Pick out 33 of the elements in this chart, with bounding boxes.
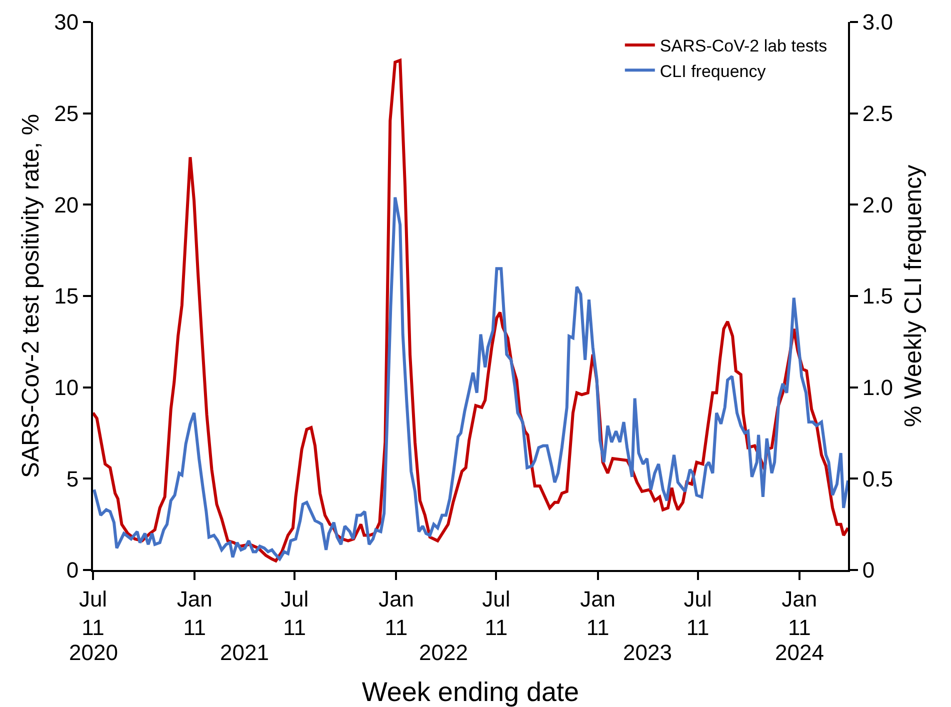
x-axis-title: Week ending date <box>362 677 580 707</box>
x-tick-label: Jan 11 <box>782 586 818 640</box>
x2-tick-label: 2021 <box>220 640 269 665</box>
y-axis-title: SARS-Cov-2 test positivity rate, % <box>18 114 45 478</box>
x-tick-label: Jul 11 <box>280 586 309 640</box>
x-tick-label: Jul 11 <box>684 586 712 640</box>
y-tick-label: 10 <box>54 375 79 400</box>
y2-tick-label: 1.0 <box>862 375 893 400</box>
x-tick-label: Jan 11 <box>580 586 616 640</box>
x2-tick-label: 2020 <box>69 640 118 665</box>
y-tick-label: 20 <box>54 192 79 218</box>
y-tick-label: 30 <box>54 10 79 35</box>
y2-tick-label: 0.5 <box>862 466 893 492</box>
x-tick-label: Jan 11 <box>176 586 212 640</box>
y2-tick-label: 2.0 <box>862 192 893 218</box>
y-tick-label: 25 <box>54 101 79 126</box>
y2-tick-label: 1.5 <box>862 284 893 309</box>
y2-tick-label: 0 <box>862 558 875 583</box>
x2-tick-label: 2022 <box>419 640 468 665</box>
y-tick-label: 0 <box>66 558 79 583</box>
x2-tick-label: 2024 <box>775 640 824 665</box>
legend-label: SARS-CoV-2 lab tests <box>660 36 828 56</box>
line-series <box>93 196 848 561</box>
y2-tick-label: 3.0 <box>862 10 893 35</box>
y2-tick-label: 2.5 <box>862 101 893 126</box>
x-tick-label: Jul 11 <box>78 586 108 640</box>
x2-tick-label: 2023 <box>623 640 672 665</box>
x-tick-label: Jul 11 <box>482 586 510 640</box>
y2-axis-title: % Weekly CLI frequency <box>900 164 927 428</box>
x-tick-label: Jan 11 <box>378 586 414 640</box>
y-tick-label: 5 <box>66 466 79 492</box>
legend-label: CLI frequency <box>660 62 766 81</box>
y-tick-label: 15 <box>54 284 79 309</box>
